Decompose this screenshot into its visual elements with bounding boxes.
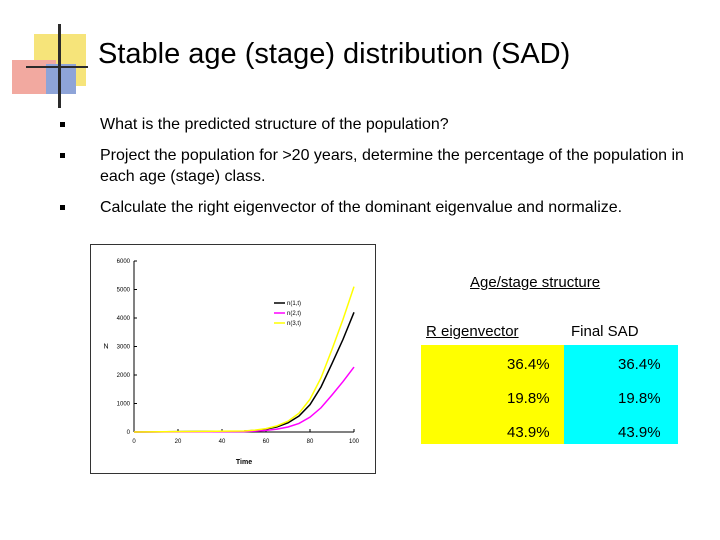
x-tick-label: 20 (175, 439, 182, 445)
decor-horizontal-line (26, 66, 88, 68)
x-tick-label: 0 (132, 439, 136, 445)
decor-blue-square (46, 64, 76, 94)
series-line (133, 286, 355, 433)
col-header-final-sad: Final SAD (571, 323, 639, 340)
x-tick-label: 40 (219, 439, 226, 445)
x-tick-label: 80 (307, 439, 314, 445)
y-tick-label: 5000 (117, 288, 131, 294)
y-tick-label: 4000 (117, 316, 131, 322)
y-tick-label: 3000 (117, 345, 131, 351)
bullet-text: What is the predicted structure of the p… (100, 116, 449, 133)
r-eigenvector-column (421, 345, 564, 444)
y-tick-label: 6000 (117, 259, 131, 265)
cell-r-eigenvector: 43.9% (507, 424, 550, 441)
x-tick-label: 60 (263, 439, 270, 445)
legend-label: n(3,t) (287, 321, 301, 327)
col-header-r-eigenvector: R eigenvector (426, 323, 519, 340)
table-title: Age/stage structure (470, 274, 601, 291)
legend-label: n(2,t) (287, 311, 301, 317)
population-chart: 0 1000 2000 3000 4000 5000 6000 0 20 40 60 80 100 Tim… (90, 244, 376, 474)
cell-final-sad: 43.9% (618, 424, 661, 441)
bullet-marker (60, 153, 65, 158)
legend-label: n(1,t) (287, 301, 301, 307)
y-axis-label: N (103, 344, 108, 351)
series-line (133, 366, 355, 433)
y-tick-label: 2000 (117, 373, 131, 379)
bullet-marker (60, 122, 65, 127)
series-line (133, 312, 355, 433)
bullet-text: Calculate the right eigenvector of the d… (100, 199, 623, 216)
y-tick-label: 0 (127, 430, 131, 436)
cell-final-sad: 36.4% (618, 356, 661, 373)
cell-r-eigenvector: 36.4% (507, 356, 550, 373)
chart-svg: 0 1000 2000 3000 4000 5000 6000 0 20 40 60 80 100 Tim… (103, 259, 360, 466)
slide-title: Stable age (stage) distribution (SAD) (98, 38, 571, 70)
x-tick-label: 100 (349, 439, 360, 445)
cell-r-eigenvector: 19.8% (507, 390, 550, 407)
bullet-text: Project the population for >20 years, de… (100, 147, 684, 185)
final-sad-column (564, 345, 678, 444)
x-axis-label: Time (236, 459, 252, 466)
y-tick-label: 1000 (117, 402, 131, 408)
cell-final-sad: 19.8% (618, 390, 661, 407)
bullet-marker (60, 205, 65, 210)
